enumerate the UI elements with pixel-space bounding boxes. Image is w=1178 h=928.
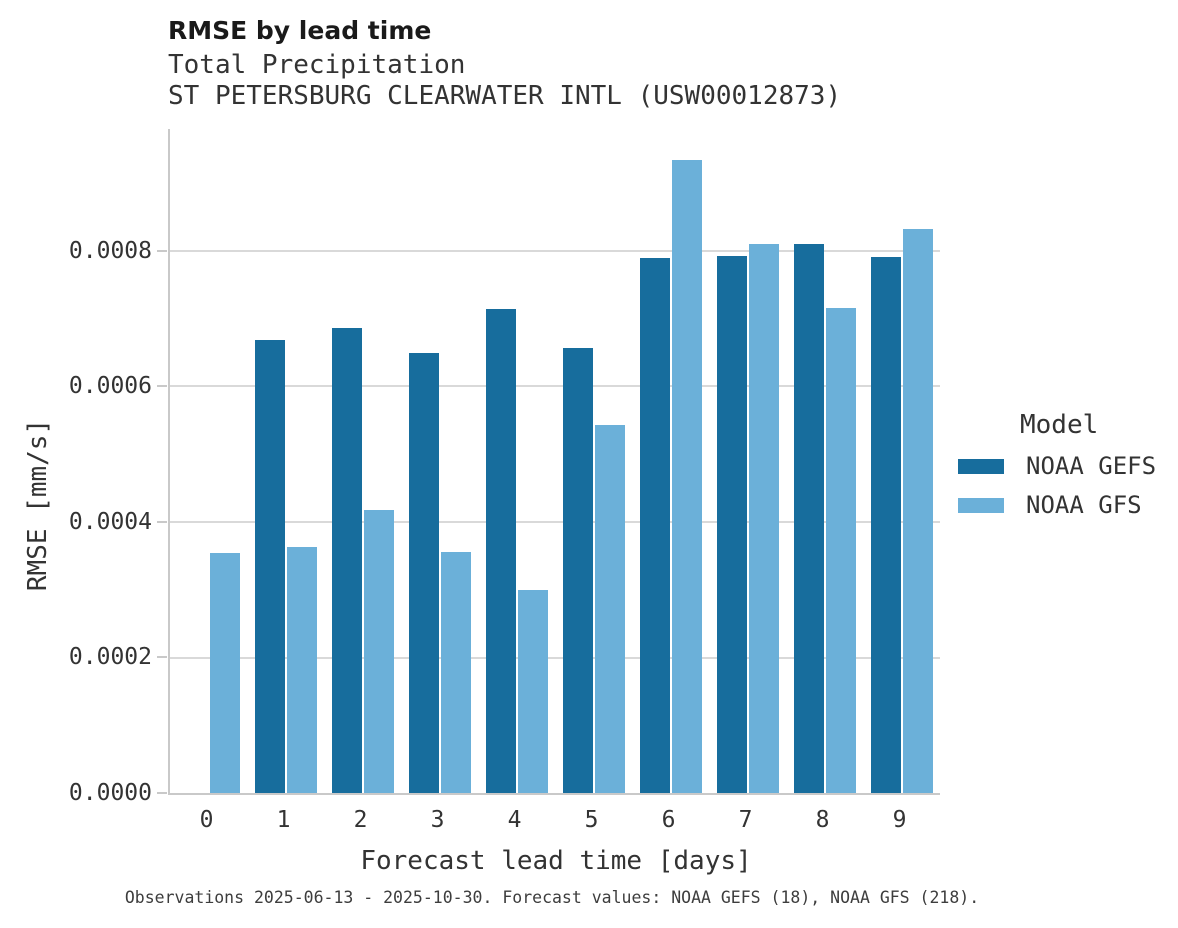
- bar-noaa-gfs-lead-4: [517, 590, 548, 793]
- bar-noaa-gefs-lead-6: [639, 258, 670, 793]
- bar-noaa-gfs-lead-3: [440, 552, 471, 793]
- y-tick-label: 0.0008: [68, 237, 152, 264]
- plot-area: [168, 129, 940, 795]
- legend-swatch-noaa-gfs: [958, 497, 1004, 513]
- bar-noaa-gefs-lead-8: [793, 244, 824, 793]
- y-axis-title: RMSE [mm/s]: [23, 418, 53, 592]
- gridline: [170, 385, 940, 388]
- chart-title: RMSE by lead time: [168, 16, 432, 45]
- x-tick-label: 7: [738, 807, 753, 833]
- y-tick: [157, 385, 167, 388]
- x-tick-label: 5: [584, 807, 599, 833]
- x-tick-label: 9: [892, 807, 907, 833]
- x-axis-title: Forecast lead time [days]: [360, 846, 752, 876]
- chart-header: RMSE by lead time Total Precipitation ST…: [168, 16, 841, 112]
- y-tick: [157, 656, 167, 659]
- legend-item-noaa-gefs: NOAA GEFS: [958, 452, 1156, 480]
- legend-swatch-noaa-gefs: [958, 458, 1004, 474]
- y-tick-label: 0.0004: [68, 508, 152, 535]
- legend: Model NOAA GEFS NOAA GFS: [958, 410, 1156, 530]
- y-tick: [157, 792, 167, 794]
- bar-noaa-gefs-lead-1: [254, 340, 285, 793]
- y-tick-label: 0.0000: [68, 780, 152, 806]
- bar-noaa-gefs-lead-3: [408, 353, 439, 793]
- legend-item-label: NOAA GFS: [1026, 491, 1142, 519]
- y-tick: [157, 249, 167, 252]
- gridline: [170, 249, 940, 252]
- chart-subtitle-station: ST PETERSBURG CLEARWATER INTL (USW000128…: [168, 81, 842, 111]
- y-tick-label: 0.0002: [68, 644, 152, 671]
- x-tick-label: 3: [430, 807, 445, 833]
- x-tick-label: 0: [199, 807, 214, 833]
- y-tick-label: 0.0006: [68, 373, 152, 400]
- legend-item-label: NOAA GEFS: [1026, 452, 1157, 480]
- bar-noaa-gfs-lead-7: [748, 244, 779, 793]
- bar-noaa-gfs-lead-0: [209, 553, 240, 793]
- bar-noaa-gfs-lead-5: [594, 425, 625, 793]
- bar-noaa-gefs-lead-5: [562, 348, 593, 793]
- bar-noaa-gefs-lead-9: [870, 257, 901, 793]
- chart-subtitle-variable: Total Precipitation: [168, 50, 466, 80]
- legend-item-noaa-gfs: NOAA GFS: [958, 491, 1156, 519]
- x-tick-label: 2: [353, 807, 368, 833]
- legend-items: NOAA GEFS NOAA GFS: [958, 452, 1156, 519]
- gridline: [170, 520, 940, 523]
- x-tick-label: 8: [815, 807, 830, 833]
- bar-noaa-gfs-lead-8: [825, 308, 856, 793]
- bar-noaa-gfs-lead-6: [671, 160, 702, 793]
- bar-noaa-gefs-lead-4: [485, 309, 516, 793]
- caption: Observations 2025-06-13 - 2025-10-30. Fo…: [124, 888, 980, 907]
- legend-title: Model: [1020, 410, 1099, 440]
- bar-noaa-gfs-lead-9: [902, 229, 933, 793]
- bar-noaa-gefs-lead-7: [716, 256, 747, 793]
- bar-noaa-gfs-lead-2: [363, 510, 394, 793]
- bar-noaa-gfs-lead-1: [286, 547, 317, 793]
- gridline: [170, 656, 940, 659]
- x-tick-label: 1: [276, 807, 291, 833]
- bar-noaa-gefs-lead-2: [331, 328, 362, 793]
- x-tick-label: 6: [661, 807, 676, 833]
- y-tick: [157, 520, 167, 523]
- x-tick-label: 4: [507, 807, 522, 833]
